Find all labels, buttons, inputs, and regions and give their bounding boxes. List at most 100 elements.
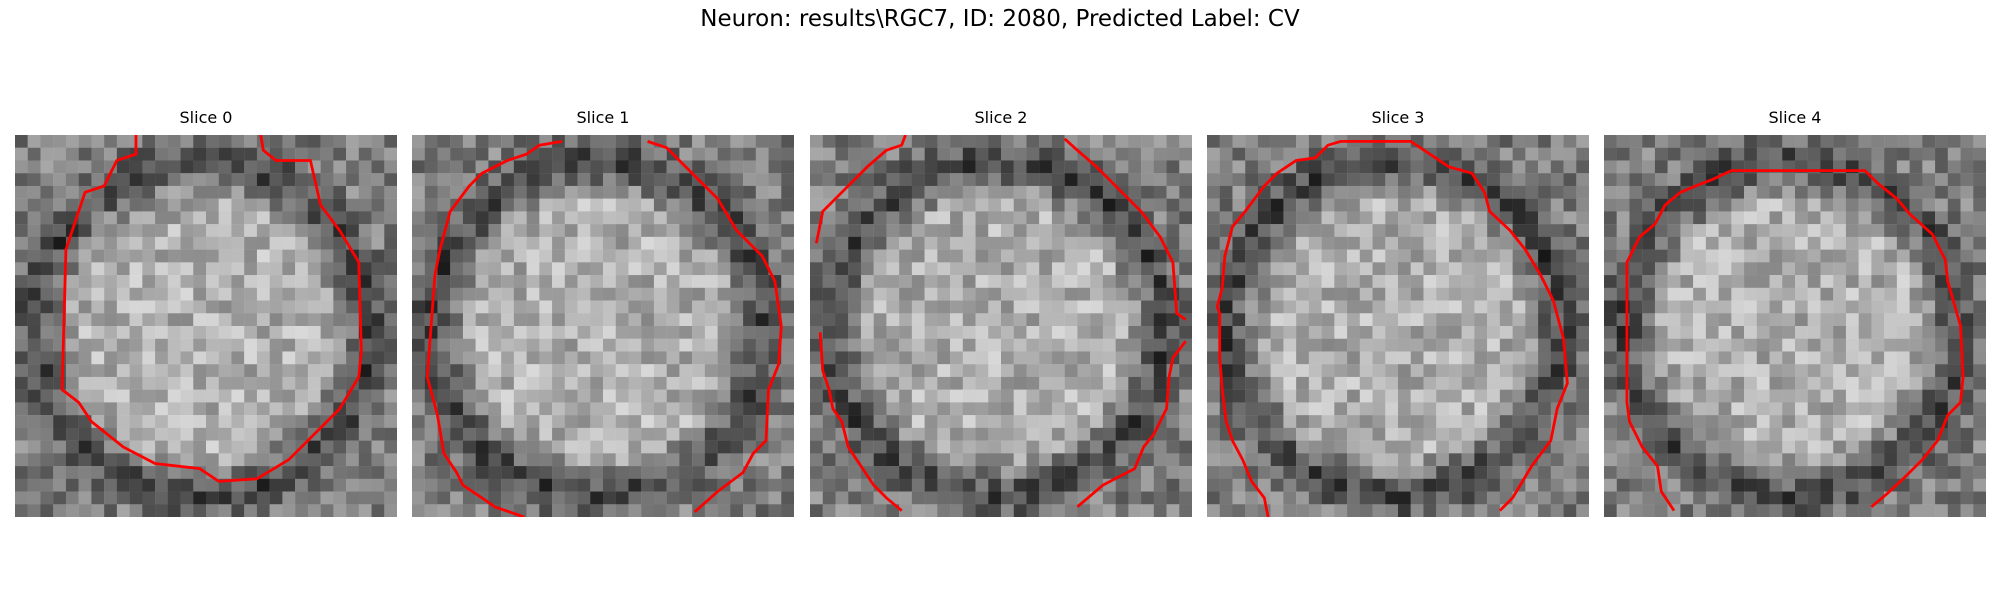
image-pixel bbox=[1833, 453, 1847, 467]
image-pixel bbox=[924, 427, 938, 441]
image-pixel bbox=[704, 351, 718, 365]
image-pixel bbox=[717, 147, 731, 161]
image-pixel bbox=[679, 300, 693, 314]
image-pixel bbox=[78, 376, 92, 390]
image-pixel bbox=[1795, 427, 1808, 441]
image-pixel bbox=[835, 504, 849, 517]
image-pixel bbox=[1385, 415, 1399, 429]
image-pixel bbox=[384, 249, 397, 263]
image-pixel bbox=[1064, 466, 1078, 479]
image-pixel bbox=[1013, 478, 1027, 492]
image-pixel bbox=[1051, 249, 1065, 263]
image-pixel bbox=[437, 313, 451, 327]
image-pixel bbox=[1512, 211, 1526, 225]
image-pixel bbox=[1947, 185, 1961, 199]
image-pixel bbox=[1896, 135, 1910, 148]
image-pixel bbox=[231, 427, 245, 441]
image-pixel bbox=[358, 262, 372, 276]
image-pixel bbox=[848, 389, 862, 403]
image-pixel bbox=[1845, 427, 1859, 441]
image-pixel bbox=[244, 415, 258, 429]
image-pixel bbox=[1654, 376, 1668, 390]
image-pixel bbox=[781, 466, 794, 479]
image-pixel bbox=[1642, 338, 1656, 352]
image-pixel bbox=[1090, 287, 1104, 301]
image-pixel bbox=[1013, 236, 1027, 250]
image-pixel bbox=[513, 364, 527, 378]
image-pixel bbox=[1909, 376, 1923, 390]
image-pixel bbox=[244, 389, 258, 403]
image-pixel bbox=[1207, 262, 1220, 276]
image-pixel bbox=[116, 338, 130, 352]
image-pixel bbox=[1410, 160, 1424, 174]
image-pixel bbox=[577, 338, 591, 352]
image-pixel bbox=[1693, 147, 1707, 161]
image-pixel bbox=[988, 326, 1002, 339]
image-pixel bbox=[384, 453, 397, 467]
image-pixel bbox=[730, 478, 744, 492]
image-pixel bbox=[1219, 160, 1233, 174]
image-pixel bbox=[231, 326, 245, 339]
image-pixel bbox=[937, 236, 951, 250]
image-pixel bbox=[886, 364, 900, 378]
image-pixel bbox=[53, 491, 67, 505]
image-pixel bbox=[1744, 287, 1757, 301]
image-pixel bbox=[911, 198, 925, 212]
image-pixel bbox=[1436, 389, 1450, 403]
image-pixel bbox=[1884, 364, 1898, 378]
image-pixel bbox=[603, 402, 616, 416]
image-pixel bbox=[1347, 249, 1360, 263]
image-pixel bbox=[1769, 173, 1783, 187]
image-pixel bbox=[848, 504, 862, 517]
image-pixel bbox=[1128, 287, 1142, 301]
image-pixel bbox=[155, 364, 168, 378]
image-pixel bbox=[1334, 262, 1348, 276]
image-pixel bbox=[155, 389, 168, 403]
image-pixel bbox=[475, 185, 489, 199]
image-pixel bbox=[256, 224, 270, 238]
image-pixel bbox=[755, 224, 769, 238]
image-pixel bbox=[65, 160, 79, 174]
image-pixel bbox=[475, 364, 489, 378]
image-pixel bbox=[1795, 236, 1808, 250]
image-pixel bbox=[924, 466, 938, 479]
image-pixel bbox=[40, 275, 54, 288]
image-pixel bbox=[873, 504, 887, 517]
image-pixel bbox=[27, 275, 41, 288]
image-pixel bbox=[1372, 376, 1386, 390]
image-pixel bbox=[333, 453, 347, 467]
image-pixel bbox=[1308, 262, 1322, 276]
image-pixel bbox=[1563, 211, 1577, 225]
image-pixel bbox=[564, 338, 578, 352]
image-pixel bbox=[526, 453, 540, 467]
image-pixel bbox=[501, 491, 515, 505]
image-pixel bbox=[1090, 415, 1104, 429]
image-pixel bbox=[1769, 376, 1783, 390]
image-pixel bbox=[1960, 326, 1974, 339]
image-pixel bbox=[1207, 478, 1220, 492]
image-pixel bbox=[1347, 338, 1360, 352]
image-pixel bbox=[1858, 440, 1872, 454]
image-pixel bbox=[1436, 504, 1450, 517]
image-pixel bbox=[653, 389, 667, 403]
image-pixel bbox=[988, 147, 1002, 161]
image-pixel bbox=[1960, 262, 1974, 276]
image-pixel bbox=[1385, 262, 1399, 276]
image-pixel bbox=[1642, 313, 1656, 327]
image-pixel bbox=[1090, 185, 1104, 199]
image-pixel bbox=[1705, 504, 1719, 517]
image-pixel bbox=[603, 275, 616, 288]
image-pixel bbox=[1499, 466, 1513, 479]
image-pixel bbox=[488, 389, 502, 403]
image-pixel bbox=[1372, 224, 1386, 238]
image-pixel bbox=[1153, 160, 1167, 174]
image-pixel bbox=[679, 249, 693, 263]
image-pixel bbox=[1845, 351, 1859, 365]
image-pixel bbox=[743, 376, 756, 390]
image-pixel bbox=[1947, 427, 1961, 441]
image-pixel bbox=[1756, 427, 1770, 441]
image-pixel bbox=[975, 338, 989, 352]
image-pixel bbox=[1128, 211, 1142, 225]
image-pixel bbox=[1115, 427, 1129, 441]
image-pixel bbox=[1359, 440, 1373, 454]
